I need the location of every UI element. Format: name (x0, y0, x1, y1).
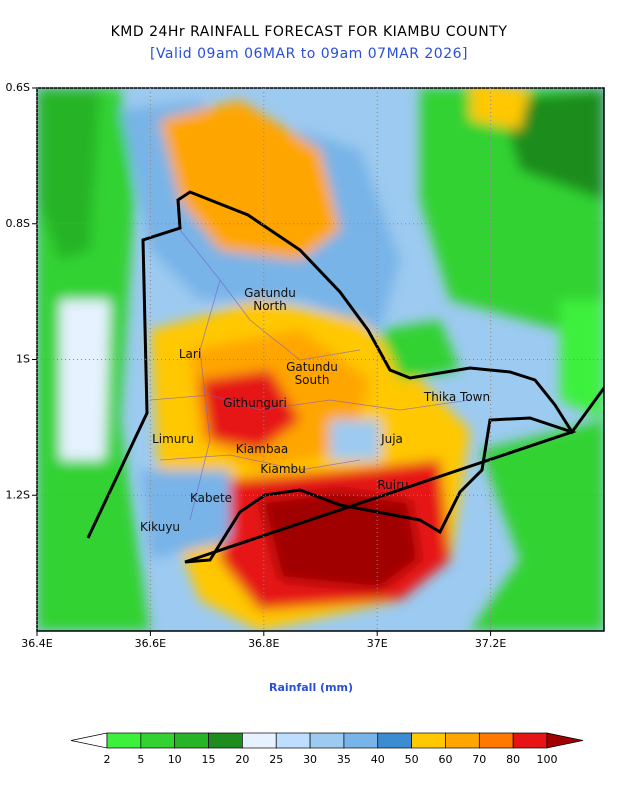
place-label: Kiambu (260, 462, 306, 476)
colorbar-tick-label: 30 (303, 753, 317, 766)
colorbar-arrow (546, 732, 584, 749)
colorbar-tick-label: 15 (202, 753, 216, 766)
place-label: Gatundu South (286, 360, 338, 387)
colorbar-swatch (275, 732, 311, 749)
place-label: Thika Town (423, 390, 491, 404)
colorbar-tick-label: 2 (104, 753, 111, 766)
colorbar-swatch (309, 732, 345, 749)
x-tick-label: 36.6E (135, 637, 166, 650)
place-label: Ruiru (377, 478, 409, 492)
place-label: Limuru (152, 432, 194, 446)
colorbar-arrow (70, 732, 108, 749)
colorbar-swatch (512, 732, 548, 749)
colorbar-label: Rainfall (mm) (269, 681, 353, 694)
colorbar-swatch (411, 732, 446, 749)
colorbar-tick-label: 25 (269, 753, 283, 766)
colorbar-tick-label: 60 (438, 753, 452, 766)
x-tick-label: 36.8E (248, 637, 279, 650)
place-label: Kikuyu (139, 520, 181, 534)
colorbar-tick-label: 20 (235, 753, 249, 766)
x-tick-label: 37E (367, 637, 388, 650)
colorbar-tick-label: 50 (405, 753, 419, 766)
colorbar-swatch (445, 732, 480, 749)
colorbar-swatch (140, 732, 176, 749)
place-label: Kabete (189, 491, 233, 505)
colorbar-tick-label: 5 (137, 753, 144, 766)
place-label: Gatundu North (244, 286, 296, 313)
colorbar-tick-label: 10 (168, 753, 182, 766)
y-tick-label: 0.8S (6, 217, 30, 230)
colorbar-tick-label: 40 (371, 753, 385, 766)
colorbar-swatch (478, 732, 514, 749)
y-tick-label: 1.2S (6, 488, 30, 501)
place-label: Juja (381, 432, 403, 446)
y-tick-label: 0.6S (6, 81, 30, 94)
colorbar-swatch (377, 732, 412, 749)
colorbar-tick-label: 70 (472, 753, 486, 766)
y-tick-label: 1S (16, 353, 30, 366)
place-label: Githunguri (223, 396, 287, 410)
subtitle: [Valid 09am 06MAR to 09am 07MAR 2026] (149, 46, 468, 62)
rain-field (37, 88, 604, 631)
x-tick-label: 36.4E (21, 637, 52, 650)
title: KMD 24Hr RAINFALL FORECAST FOR KIAMBU CO… (110, 24, 508, 40)
colorbar-swatch (242, 732, 277, 749)
colorbar-tick-label: 80 (506, 753, 520, 766)
x-tick-label: 37.2E (475, 637, 506, 650)
colorbar-swatch (174, 732, 209, 749)
place-label: Lari (178, 347, 202, 361)
place-label: Kiambaa (235, 442, 289, 456)
colorbar-tick-label: 100 (537, 753, 558, 766)
colorbar-tick-label: 35 (337, 753, 351, 766)
colorbar-swatch (106, 732, 142, 749)
colorbar-swatch (208, 732, 243, 749)
colorbar-swatch (343, 732, 379, 749)
